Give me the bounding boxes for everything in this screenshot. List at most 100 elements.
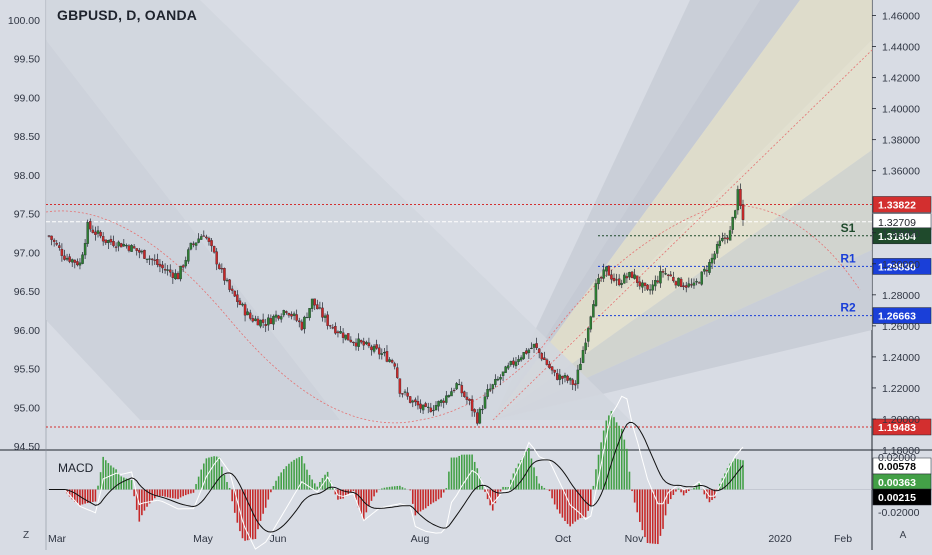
candle	[199, 234, 203, 240]
macd-value-tag	[872, 488, 932, 506]
candle-body	[91, 229, 95, 233]
candle	[321, 302, 324, 322]
candle	[682, 282, 685, 291]
candle-body	[530, 347, 533, 350]
candle-body	[267, 317, 270, 326]
candle	[68, 253, 71, 264]
right-axis-tick: 1.18000	[882, 445, 920, 457]
candle-body	[741, 204, 745, 220]
right-axis-tick: 1.38000	[882, 135, 920, 147]
candle	[251, 314, 255, 323]
candle-body	[654, 280, 657, 287]
price-tag	[872, 418, 932, 436]
candle	[264, 318, 267, 333]
candle-body	[285, 311, 288, 313]
candle-body	[648, 289, 652, 291]
candle	[620, 279, 623, 289]
candle	[223, 267, 226, 285]
candle	[78, 258, 82, 270]
candle-body	[323, 315, 327, 318]
candle	[156, 253, 159, 268]
candle	[94, 226, 97, 241]
candle	[52, 238, 56, 247]
candle-body	[156, 259, 159, 265]
candle-body	[584, 342, 587, 351]
left-axis-tick: 95.00	[14, 402, 40, 414]
candle-body	[455, 383, 458, 390]
candle	[99, 230, 102, 239]
candle-body	[661, 271, 665, 273]
candle	[648, 284, 652, 295]
fan-sector	[46, 0, 630, 420]
candle-body	[310, 298, 314, 309]
right-axis-tick: 1.40000	[882, 104, 920, 116]
candle	[228, 279, 231, 293]
candle	[60, 243, 64, 262]
candle	[512, 357, 515, 368]
candle	[362, 337, 366, 350]
candle	[643, 282, 647, 292]
macd-value-label: 0.00578	[878, 461, 916, 473]
candle-body	[383, 352, 386, 354]
candle-body	[396, 367, 399, 378]
candle	[233, 290, 237, 298]
candle-body	[481, 408, 484, 411]
chart-title: GBPUSD, D, OANDA	[57, 7, 198, 23]
candle	[132, 243, 136, 249]
candle	[571, 378, 574, 391]
candle	[684, 281, 688, 293]
candle-body	[140, 251, 144, 253]
x-axis-tick: 2020	[768, 533, 792, 545]
candle-body	[349, 339, 353, 343]
candle-body	[81, 254, 84, 264]
candle-body	[50, 235, 53, 240]
candle-body	[674, 281, 678, 286]
candle	[326, 311, 329, 330]
candle-body	[452, 389, 456, 392]
candle	[243, 302, 247, 322]
candle	[540, 352, 544, 362]
candle	[365, 340, 368, 346]
candle	[272, 314, 275, 331]
candle	[483, 392, 487, 410]
candle	[494, 374, 497, 388]
candle	[236, 290, 239, 308]
candle-body	[215, 251, 218, 265]
candle	[176, 271, 180, 280]
candle-body	[605, 266, 608, 272]
candle	[550, 366, 554, 375]
candle-body	[403, 391, 407, 393]
candle	[408, 396, 412, 404]
candle	[470, 395, 474, 417]
candle-body	[207, 237, 211, 242]
candle-body	[633, 274, 636, 279]
candle-body	[460, 385, 464, 394]
candle-body	[672, 276, 675, 282]
candle-body	[579, 363, 582, 371]
candle-body	[256, 318, 260, 326]
candle	[437, 400, 440, 412]
candle	[70, 258, 74, 268]
candle-body	[225, 279, 229, 281]
candle	[445, 390, 448, 405]
candle-body	[76, 261, 79, 266]
price-tag	[872, 307, 932, 324]
candle	[543, 351, 546, 361]
right-axis-tick: 1.24000	[882, 352, 920, 364]
price-tag-label: 1.31804	[878, 231, 916, 243]
price-tag-label: 1.29830	[878, 261, 916, 273]
candle	[403, 389, 407, 396]
candle	[414, 397, 417, 407]
candle	[298, 317, 301, 328]
candle-body	[592, 304, 595, 318]
auto-scale-button[interactable]: A	[899, 530, 907, 541]
candle	[705, 265, 709, 277]
zoom-button[interactable]: Z	[22, 530, 30, 541]
candle	[669, 271, 673, 277]
candle	[184, 256, 187, 269]
candle	[597, 273, 600, 290]
candle-body	[620, 282, 623, 285]
candle	[150, 258, 154, 266]
